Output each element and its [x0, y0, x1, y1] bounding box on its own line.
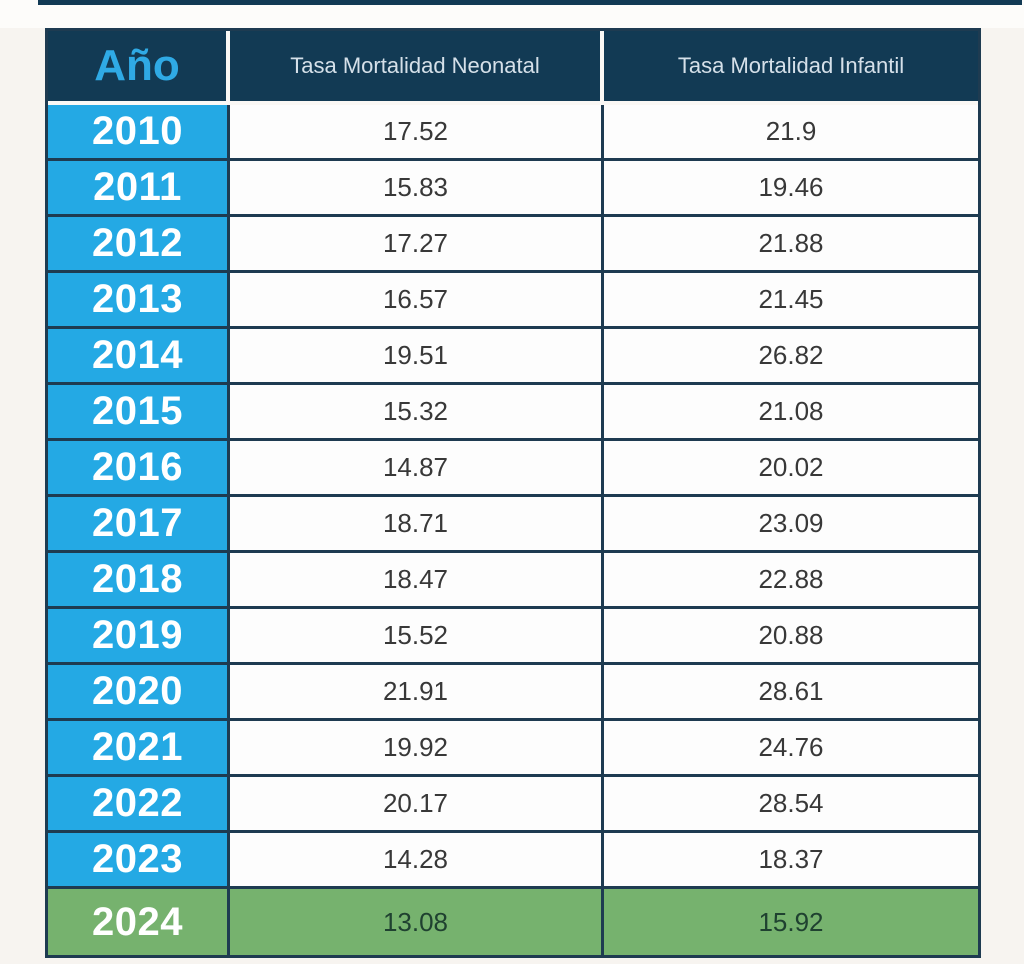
table-row: 2020 21.91 28.61 — [48, 665, 978, 721]
year-cell: 2024 — [48, 889, 230, 955]
table-row: 2012 17.27 21.88 — [48, 217, 978, 273]
year-cell: 2019 — [48, 609, 230, 665]
neonatal-cell: 21.91 — [230, 665, 604, 721]
neonatal-cell: 18.71 — [230, 497, 604, 553]
infantil-cell: 21.45 — [604, 273, 978, 329]
neonatal-cell: 17.52 — [230, 105, 604, 161]
table-row: 2019 15.52 20.88 — [48, 609, 978, 665]
neonatal-cell: 16.57 — [230, 273, 604, 329]
neonatal-cell: 19.51 — [230, 329, 604, 385]
infantil-cell: 22.88 — [604, 553, 978, 609]
table-body: 2010 17.52 21.9 2011 15.83 19.46 2012 17.27 21.8… — [48, 105, 978, 955]
year-cell: 2012 — [48, 217, 230, 273]
header-row: Año Tasa Mortalidad Neonatal Tasa Mortal… — [48, 31, 978, 105]
neonatal-column-header: Tasa Mortalidad Neonatal — [230, 31, 604, 105]
neonatal-cell: 18.47 — [230, 553, 604, 609]
neonatal-cell: 15.32 — [230, 385, 604, 441]
neonatal-cell: 19.92 — [230, 721, 604, 777]
table-row: 2017 18.71 23.09 — [48, 497, 978, 553]
year-cell: 2023 — [48, 833, 230, 889]
neonatal-cell: 14.87 — [230, 441, 604, 497]
table-row: 2018 18.47 22.88 — [48, 553, 978, 609]
table-row: 2013 16.57 21.45 — [48, 273, 978, 329]
infantil-cell: 21.88 — [604, 217, 978, 273]
year-cell: 2015 — [48, 385, 230, 441]
neonatal-cell: 15.52 — [230, 609, 604, 665]
table-row: 2024 13.08 15.92 — [48, 889, 978, 955]
table-row: 2022 20.17 28.54 — [48, 777, 978, 833]
table-row: 2014 19.51 26.82 — [48, 329, 978, 385]
year-cell: 2017 — [48, 497, 230, 553]
infantil-cell: 28.61 — [604, 665, 978, 721]
infantil-cell: 20.88 — [604, 609, 978, 665]
year-cell: 2014 — [48, 329, 230, 385]
neonatal-cell: 13.08 — [230, 889, 604, 955]
neonatal-cell: 14.28 — [230, 833, 604, 889]
year-cell: 2016 — [48, 441, 230, 497]
year-cell: 2011 — [48, 161, 230, 217]
infantil-cell: 18.37 — [604, 833, 978, 889]
neonatal-cell: 15.83 — [230, 161, 604, 217]
infantil-cell: 21.08 — [604, 385, 978, 441]
table-row: 2011 15.83 19.46 — [48, 161, 978, 217]
infantil-cell: 28.54 — [604, 777, 978, 833]
infantil-cell: 20.02 — [604, 441, 978, 497]
infantil-cell: 15.92 — [604, 889, 978, 955]
mortality-table: Año Tasa Mortalidad Neonatal Tasa Mortal… — [45, 28, 981, 958]
neonatal-cell: 20.17 — [230, 777, 604, 833]
neonatal-cell: 17.27 — [230, 217, 604, 273]
infantil-cell: 23.09 — [604, 497, 978, 553]
year-cell: 2013 — [48, 273, 230, 329]
year-cell: 2021 — [48, 721, 230, 777]
infantil-cell: 19.46 — [604, 161, 978, 217]
year-cell: 2010 — [48, 105, 230, 161]
infantil-column-header: Tasa Mortalidad Infantil — [604, 31, 978, 105]
infantil-cell: 24.76 — [604, 721, 978, 777]
table-row: 2023 14.28 18.37 — [48, 833, 978, 889]
year-cell: 2018 — [48, 553, 230, 609]
year-cell: 2020 — [48, 665, 230, 721]
table-row: 2021 19.92 24.76 — [48, 721, 978, 777]
year-cell: 2022 — [48, 777, 230, 833]
year-column-header: Año — [48, 31, 230, 105]
table-row: 2016 14.87 20.02 — [48, 441, 978, 497]
infantil-cell: 21.9 — [604, 105, 978, 161]
table-row: 2015 15.32 21.08 — [48, 385, 978, 441]
table-row: 2010 17.52 21.9 — [48, 105, 978, 161]
cropped-row-strip — [38, 0, 1022, 5]
infantil-cell: 26.82 — [604, 329, 978, 385]
